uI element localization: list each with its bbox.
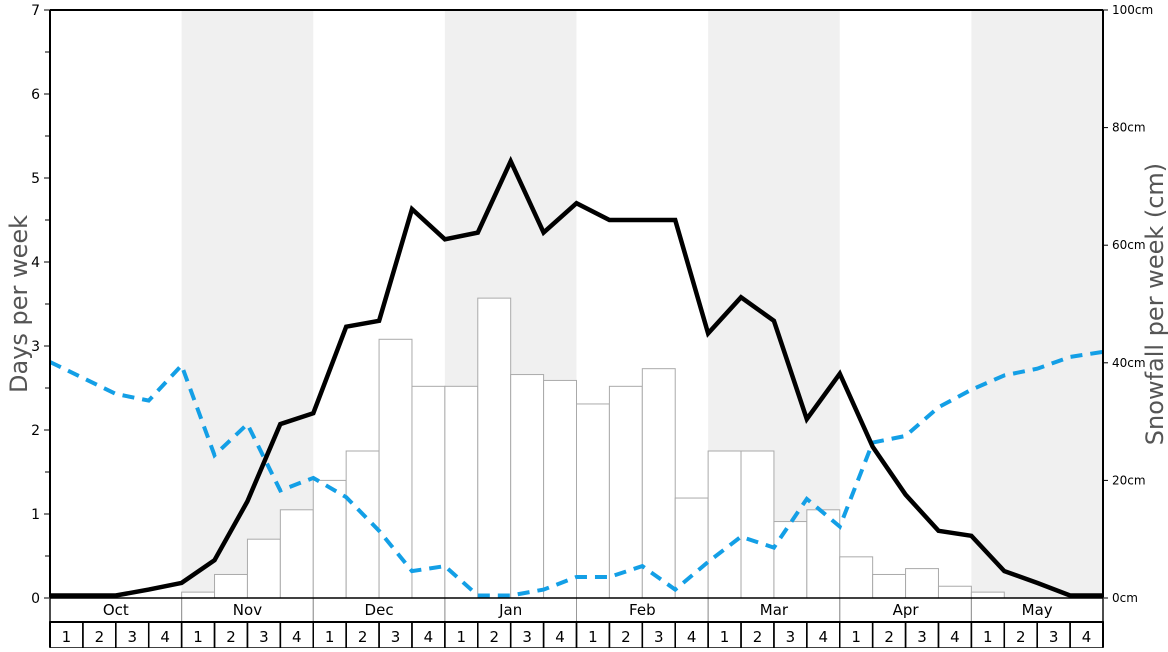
week-label: 3 (391, 628, 401, 646)
snowfall-bar (740, 450, 775, 599)
y-right-tick-label: 60cm (1112, 238, 1146, 252)
y-right-tick-label: 40cm (1112, 356, 1146, 370)
week-label: 2 (358, 628, 368, 646)
week-label: 4 (819, 628, 829, 646)
week-label: 2 (1016, 628, 1026, 646)
week-label: 4 (160, 628, 170, 646)
month-label: Mar (760, 601, 789, 619)
snowfall-bar (773, 521, 808, 599)
y-left-tick-label: 4 (31, 255, 40, 271)
week-label: 1 (325, 628, 335, 646)
week-label: 1 (588, 628, 598, 646)
week-label: 3 (786, 628, 796, 646)
week-label: 4 (687, 628, 697, 646)
week-label: 4 (424, 628, 434, 646)
month-shade-band (971, 10, 1103, 598)
week-label: 2 (621, 628, 631, 646)
snowfall-bar (444, 385, 479, 599)
week-label: 2 (753, 628, 763, 646)
week-label: 4 (1082, 628, 1092, 646)
solid-line-series (50, 155, 1103, 598)
week-label: 3 (917, 628, 927, 646)
snowfall-bar (674, 497, 709, 599)
snowfall-bar (510, 374, 545, 599)
week-label: 3 (522, 628, 532, 646)
snowfall-bar (378, 338, 413, 599)
week-label: 1 (720, 628, 730, 646)
week-label: 3 (127, 628, 137, 646)
y-left-tick-label: 7 (31, 3, 40, 19)
y-right-tick-label: 20cm (1112, 473, 1146, 487)
y-left-tick-label: 6 (31, 87, 40, 103)
snowfall-bar (477, 297, 512, 599)
y-right-tick-label: 0cm (1112, 591, 1138, 605)
snowfall-bar (872, 573, 907, 599)
snowfall-bar (905, 568, 939, 599)
week-label: 1 (193, 628, 203, 646)
y-right-tick-label: 80cm (1112, 121, 1146, 135)
snowfall-bar (246, 538, 281, 599)
month-label: Feb (629, 601, 656, 619)
snowfall-bar (576, 403, 610, 599)
month-label: May (1022, 601, 1053, 619)
week-label: 1 (983, 628, 993, 646)
snowfall-bar (214, 573, 248, 599)
week-label: 2 (95, 628, 105, 646)
snowfall-bar (543, 379, 577, 599)
week-label: 2 (884, 628, 894, 646)
y-left-tick-label: 2 (31, 423, 40, 439)
week-label: 4 (555, 628, 565, 646)
snowfall-bar (937, 585, 972, 599)
week-label: 2 (489, 628, 499, 646)
y-right-tick-label: 100cm (1112, 3, 1153, 17)
y-axis-left-label: Days per week (5, 215, 33, 393)
y-left-tick-label: 5 (31, 171, 40, 187)
month-label: Dec (365, 601, 394, 619)
week-label: 3 (1049, 628, 1059, 646)
month-label: Oct (103, 601, 129, 619)
week-label: 3 (259, 628, 269, 646)
y-left-tick-label: 1 (31, 507, 40, 523)
snowfall-bar (312, 479, 347, 599)
snowfall-bar (181, 591, 216, 599)
y-axis-right-label: Snowfall per week (cm) (1141, 163, 1168, 445)
week-label: 1 (62, 628, 72, 646)
week-label: 2 (226, 628, 236, 646)
snowfall-bar (707, 450, 742, 599)
snowfall-bar (970, 591, 1005, 599)
month-label: Apr (893, 601, 920, 619)
week-label: 1 (851, 628, 861, 646)
y-left-tick-label: 0 (31, 591, 40, 607)
week-label: 4 (292, 628, 302, 646)
week-label: 1 (457, 628, 467, 646)
month-label: Jan (498, 601, 522, 619)
week-label: 4 (950, 628, 960, 646)
snowfall-bar (279, 509, 314, 599)
snowfall-bar (839, 556, 874, 599)
dashed-line-series (49, 349, 1104, 598)
snowfall-bar (641, 368, 676, 599)
week-label: 3 (654, 628, 664, 646)
month-label: Nov (233, 601, 262, 619)
y-left-tick-label: 3 (31, 339, 40, 355)
